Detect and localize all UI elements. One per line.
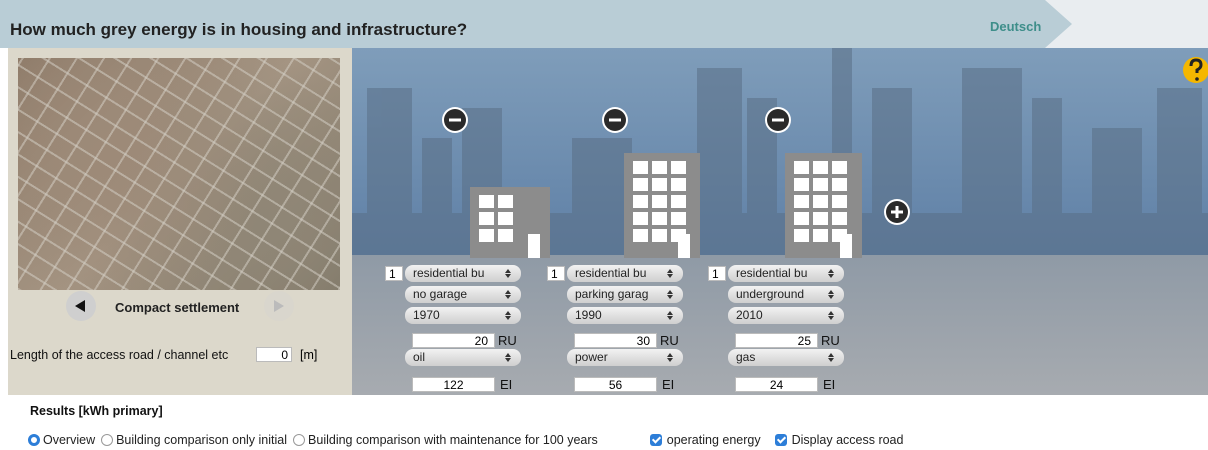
- building-window: [498, 195, 513, 208]
- type-select[interactable]: residential bu: [567, 265, 683, 282]
- ru-input[interactable]: 25: [735, 333, 818, 348]
- view-label: Overview: [43, 433, 95, 447]
- heating-select[interactable]: oil: [405, 349, 521, 366]
- option-label: Display access road: [792, 433, 904, 447]
- building-window: [479, 229, 494, 242]
- checkbox[interactable]: [650, 434, 662, 446]
- building-window: [794, 195, 809, 208]
- view-label: Building comparison with maintenance for…: [308, 433, 598, 447]
- results-controls: Overview Building comparison only initial…: [28, 433, 909, 447]
- building-window: [633, 161, 648, 174]
- garage-select[interactable]: no garage: [405, 286, 521, 303]
- ei-input[interactable]: 24: [735, 377, 818, 392]
- heating-select[interactable]: gas: [728, 349, 844, 366]
- ei-unit: EI: [823, 377, 835, 392]
- year-select[interactable]: 2010: [728, 307, 844, 324]
- building-window: [652, 161, 667, 174]
- building-window: [671, 212, 686, 225]
- view-label: Building comparison only initial: [116, 433, 287, 447]
- garage-select[interactable]: parking garag: [567, 286, 683, 303]
- building-window: [633, 178, 648, 191]
- building-window: [652, 212, 667, 225]
- remove-icon: [449, 119, 461, 122]
- ru-input[interactable]: 30: [574, 333, 657, 348]
- ru-unit: RU: [660, 333, 679, 348]
- view-option[interactable]: Overview: [28, 433, 95, 447]
- building-window: [633, 212, 648, 225]
- building-window: [479, 195, 494, 208]
- ru-unit: RU: [498, 333, 517, 348]
- building-window: [671, 178, 686, 191]
- access-road-unit: [m]: [300, 348, 317, 362]
- building-window: [832, 195, 847, 208]
- building-window: [794, 212, 809, 225]
- building-window: [813, 229, 828, 242]
- year-select[interactable]: 1970: [405, 307, 521, 324]
- building-window: [813, 212, 828, 225]
- building-window: [794, 178, 809, 191]
- count-input[interactable]: 1: [547, 266, 565, 281]
- building-door: [678, 234, 690, 258]
- building-window: [652, 229, 667, 242]
- ru-input[interactable]: 20: [412, 333, 495, 348]
- heating-select[interactable]: power: [567, 349, 683, 366]
- count-input[interactable]: 1: [385, 266, 403, 281]
- building-icons: [352, 48, 952, 268]
- building-door: [840, 234, 852, 258]
- year-select[interactable]: 1990: [567, 307, 683, 324]
- ei-input[interactable]: 122: [412, 377, 495, 392]
- view-option[interactable]: Building comparison with maintenance for…: [293, 433, 598, 447]
- radio-button[interactable]: [101, 434, 113, 446]
- building-window: [479, 212, 494, 225]
- building-window: [652, 195, 667, 208]
- remove-icon: [772, 119, 784, 122]
- checkbox[interactable]: [775, 434, 787, 446]
- remove-icon: [609, 119, 621, 122]
- building-window: [832, 212, 847, 225]
- access-road-label: Length of the access road / channel etc: [10, 348, 228, 362]
- display-option[interactable]: operating energy: [650, 433, 761, 447]
- type-select[interactable]: residential bu: [405, 265, 521, 282]
- building-window: [832, 161, 847, 174]
- building-window: [813, 195, 828, 208]
- radio-button[interactable]: [28, 434, 40, 446]
- building-window: [498, 229, 513, 242]
- ei-input[interactable]: 56: [574, 377, 657, 392]
- language-link[interactable]: Deutsch: [990, 19, 1041, 34]
- view-option[interactable]: Building comparison only initial: [101, 433, 287, 447]
- building-window: [671, 195, 686, 208]
- count-input[interactable]: 1: [708, 266, 726, 281]
- building-window: [794, 161, 809, 174]
- header: How much grey energy is in housing and i…: [0, 0, 1208, 48]
- settlement-map: [18, 58, 340, 290]
- building-window: [498, 212, 513, 225]
- building-window: [813, 161, 828, 174]
- building-window: [813, 178, 828, 191]
- building-window: [832, 178, 847, 191]
- display-option[interactable]: Display access road: [775, 433, 904, 447]
- ei-unit: EI: [662, 377, 674, 392]
- building-window: [794, 229, 809, 242]
- page-title: How much grey energy is in housing and i…: [10, 20, 467, 40]
- building-door: [528, 234, 540, 258]
- page: How much grey energy is in housing and i…: [0, 0, 1208, 450]
- ru-unit: RU: [821, 333, 840, 348]
- access-road-input[interactable]: 0: [256, 347, 292, 362]
- building-window: [671, 161, 686, 174]
- building-window: [633, 195, 648, 208]
- building-window: [633, 229, 648, 242]
- settlement-name: Compact settlement: [115, 300, 239, 315]
- results-title: Results [kWh primary]: [30, 404, 163, 418]
- building-window: [652, 178, 667, 191]
- option-label: operating energy: [667, 433, 761, 447]
- ei-unit: EI: [500, 377, 512, 392]
- garage-select[interactable]: underground: [728, 286, 844, 303]
- radio-button[interactable]: [293, 434, 305, 446]
- type-select[interactable]: residential bu: [728, 265, 844, 282]
